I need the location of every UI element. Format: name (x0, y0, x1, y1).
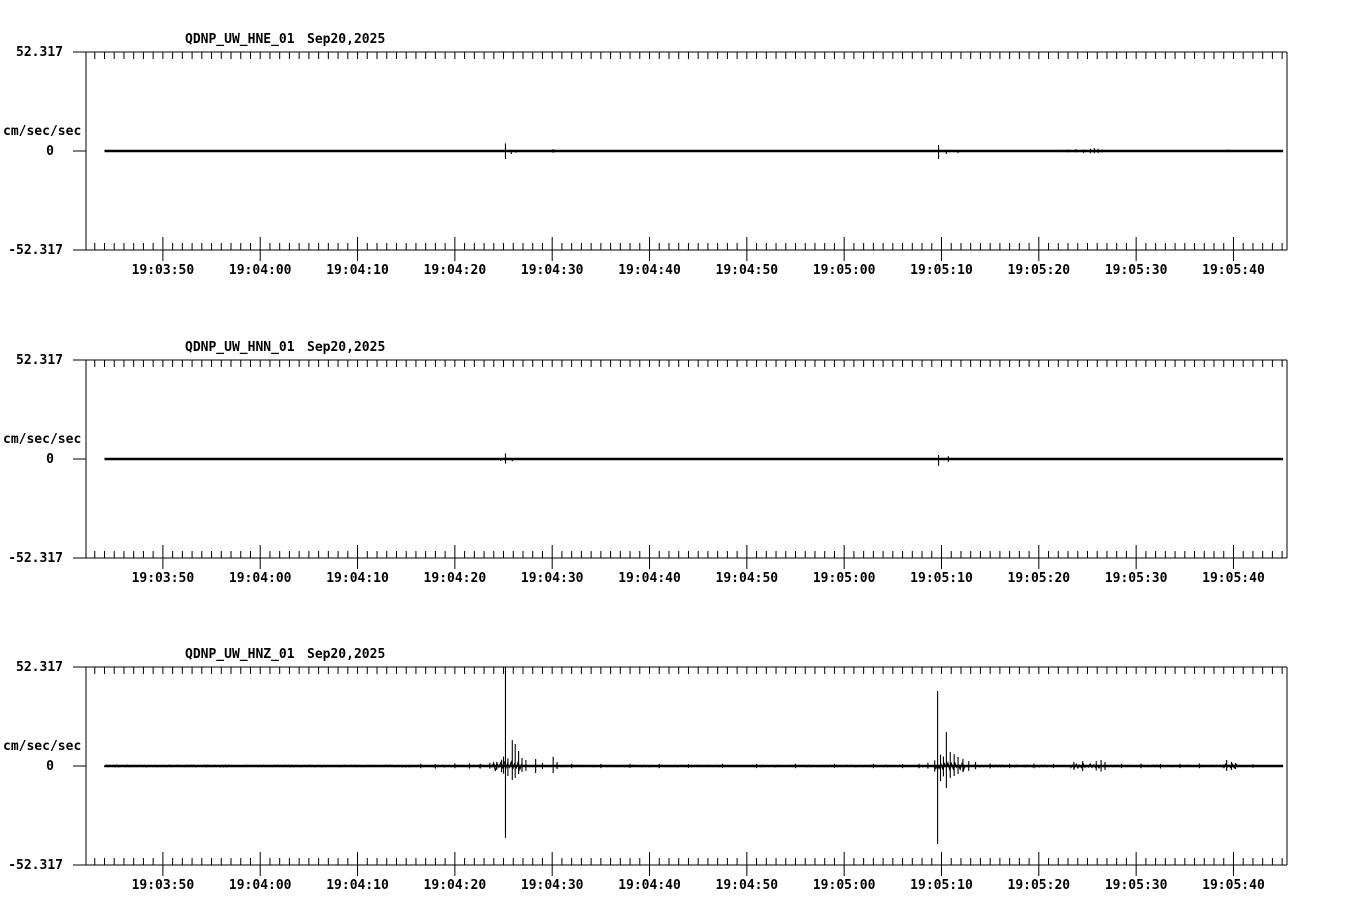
x-tick-label: 19:04:10 (326, 571, 389, 586)
x-tick-label: 19:04:20 (423, 878, 487, 893)
channel-title: QDNP_UW_HNN_01 (185, 340, 295, 355)
seismogram-panel-hne: QDNP_UW_HNE_01 Sep20,2025 52.317 cm/sec/… (0, 0, 1358, 300)
x-tick-label: 19:04:00 (228, 878, 292, 893)
x-tick-label: 19:05:10 (910, 571, 973, 586)
x-tick-label: 19:05:40 (1202, 571, 1265, 586)
y-min-label: -52.317 (8, 243, 63, 258)
x-tick-label: 19:04:40 (618, 263, 681, 278)
x-tick-label: 19:04:10 (326, 878, 389, 893)
y-min-label: -52.317 (8, 858, 63, 873)
x-tick-label: 19:05:20 (1007, 263, 1071, 278)
x-tick-label: 19:04:40 (618, 571, 681, 586)
x-tick-label: 19:04:50 (715, 263, 779, 278)
x-tick-label: 19:03:50 (131, 263, 195, 278)
x-tick-label: 19:05:00 (812, 571, 876, 586)
y-zero-label: 0 (46, 144, 54, 159)
seismogram-plot-hnn (73, 359, 1288, 569)
x-tick-label: 19:04:00 (228, 571, 292, 586)
channel-title: QDNP_UW_HNZ_01 (185, 647, 295, 662)
y-units-label: cm/sec/sec (3, 432, 82, 447)
x-tick-label: 19:05:20 (1007, 571, 1071, 586)
x-tick-label: 19:05:40 (1202, 878, 1265, 893)
x-tick-label: 19:04:30 (520, 571, 584, 586)
x-tick-label: 19:05:20 (1007, 878, 1071, 893)
date-label: Sep20,2025 (307, 340, 386, 355)
y-units-label: cm/sec/sec (3, 739, 82, 754)
seismogram-plot-hne (73, 51, 1288, 261)
x-tick-label: 19:04:00 (228, 263, 292, 278)
x-tick-label: 19:05:40 (1202, 263, 1265, 278)
x-tick-label: 19:04:50 (715, 878, 779, 893)
x-tick-label: 19:04:30 (520, 263, 584, 278)
y-max-label: 52.317 (16, 353, 63, 368)
x-tick-label: 19:05:30 (1104, 263, 1168, 278)
x-tick-label: 19:05:00 (812, 263, 876, 278)
y-zero-label: 0 (46, 452, 54, 467)
date-label: Sep20,2025 (307, 647, 386, 662)
y-zero-label: 0 (46, 759, 54, 774)
y-min-label: -52.317 (8, 551, 63, 566)
y-max-label: 52.317 (16, 45, 63, 60)
x-tick-label: 19:05:30 (1104, 878, 1168, 893)
x-tick-label: 19:05:10 (910, 878, 973, 893)
channel-title: QDNP_UW_HNE_01 (185, 32, 295, 47)
y-max-label: 52.317 (16, 660, 63, 675)
y-units-label: cm/sec/sec (3, 124, 82, 139)
x-tick-label: 19:05:10 (910, 263, 973, 278)
x-tick-label: 19:04:20 (423, 571, 487, 586)
x-tick-label: 19:04:30 (520, 878, 584, 893)
x-tick-label: 19:05:00 (812, 878, 876, 893)
x-tick-label: 19:04:20 (423, 263, 487, 278)
x-tick-label: 19:03:50 (131, 878, 195, 893)
x-tick-label: 19:04:10 (326, 263, 389, 278)
x-tick-label: 19:05:30 (1104, 571, 1168, 586)
seismogram-panel-hnn: QDNP_UW_HNN_01 Sep20,2025 52.317 cm/sec/… (0, 308, 1358, 608)
date-label: Sep20,2025 (307, 32, 386, 47)
x-tick-label: 19:03:50 (131, 571, 195, 586)
seismogram-panel-hnz: QDNP_UW_HNZ_01 Sep20,2025 52.317 cm/sec/… (0, 615, 1358, 915)
x-tick-label: 19:04:40 (618, 878, 681, 893)
x-tick-label: 19:04:50 (715, 571, 779, 586)
seismogram-plot-hnz (73, 666, 1288, 876)
